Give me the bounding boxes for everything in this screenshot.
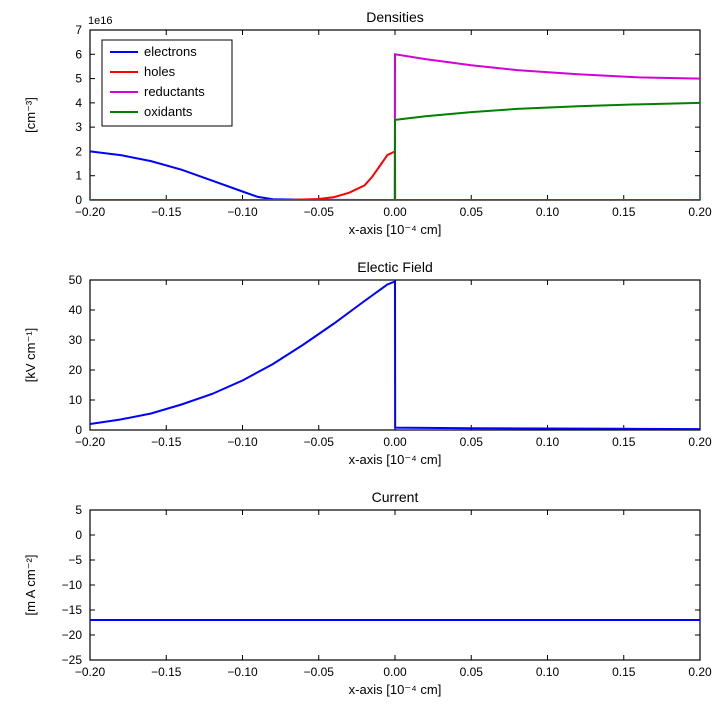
xtick-label: 0.10 (536, 435, 560, 449)
plot-border (90, 510, 700, 660)
xtick-label: 0.15 (612, 665, 636, 679)
ytick-label: 30 (69, 333, 83, 347)
panel-0: −0.20 −0.15 −0.10 −0.05 0.00 0.05 0.10 0.15 0.20… (23, 9, 712, 237)
ytick-label: 0 (75, 528, 82, 542)
xtick-label: −0.20 (75, 435, 106, 449)
legend-label: electrons (144, 44, 197, 59)
xlabel: x-axis [10⁻⁴ cm] (349, 682, 442, 697)
xtick-label: −0.10 (227, 435, 258, 449)
xtick-label: −0.10 (227, 205, 258, 219)
ytick-label: 50 (69, 273, 83, 287)
legend-label: reductants (144, 84, 205, 99)
xtick-label: −0.10 (227, 665, 258, 679)
ytick-label: 4 (75, 96, 82, 110)
xtick-label: 0.10 (536, 665, 560, 679)
ytick-label: −25 (62, 653, 83, 667)
legend-label: holes (144, 64, 176, 79)
xtick-label: 0.20 (688, 435, 712, 449)
xtick-label: −0.15 (151, 665, 182, 679)
xlabel: x-axis [10⁻⁴ cm] (349, 452, 442, 467)
ylabel: [m A cm⁻²] (23, 554, 38, 615)
ytick-label: 0 (75, 193, 82, 207)
ytick-label: 20 (69, 363, 83, 377)
xtick-label: 0.05 (460, 435, 484, 449)
ytick-label: 1 (75, 169, 82, 183)
xtick-label: 0.00 (383, 435, 407, 449)
ytick-label: −20 (62, 628, 83, 642)
panel-1: −0.20 −0.15 −0.10 −0.05 0.00 0.05 0.10 0.15 0.20… (23, 259, 712, 467)
ytick-label: 7 (75, 23, 82, 37)
panel-2: −0.20 −0.15 −0.10 −0.05 0.00 0.05 0.10 0.15 0.20… (23, 489, 712, 697)
panel-title: Current (372, 489, 419, 505)
ytick-label: 3 (75, 120, 82, 134)
xtick-label: −0.20 (75, 665, 106, 679)
xtick-label: 0.20 (688, 665, 712, 679)
ytick-label: 40 (69, 303, 83, 317)
xtick-label: 0.15 (612, 435, 636, 449)
xtick-label: 0.10 (536, 205, 560, 219)
xtick-label: −0.05 (304, 435, 335, 449)
ytick-label: 5 (75, 72, 82, 86)
ytick-label: −5 (68, 553, 82, 567)
xtick-label: −0.15 (151, 205, 182, 219)
ytick-label: 10 (69, 393, 83, 407)
xtick-label: 0.00 (383, 665, 407, 679)
xtick-label: 0.20 (688, 205, 712, 219)
xtick-label: 0.00 (383, 205, 407, 219)
ytick-label: 6 (75, 47, 82, 61)
xtick-label: −0.15 (151, 435, 182, 449)
xtick-label: −0.05 (304, 205, 335, 219)
ytick-label: 0 (75, 423, 82, 437)
xtick-label: 0.05 (460, 205, 484, 219)
y-exponent: 1e16 (88, 15, 112, 27)
xtick-label: −0.20 (75, 205, 106, 219)
series-0 (90, 282, 700, 430)
ytick-label: 5 (75, 503, 82, 517)
ylabel: [cm⁻³] (23, 97, 38, 133)
ytick-label: −10 (62, 578, 83, 592)
xtick-label: 0.05 (460, 665, 484, 679)
ylabel: [kV cm⁻¹] (23, 328, 38, 383)
panel-title: Electic Field (357, 259, 432, 275)
xtick-label: 0.15 (612, 205, 636, 219)
legend-label: oxidants (144, 104, 193, 119)
ytick-label: −15 (62, 603, 83, 617)
figure: −0.20 −0.15 −0.10 −0.05 0.00 0.05 0.10 0.15 0.20… (0, 0, 720, 720)
ytick-label: 2 (75, 144, 82, 158)
xlabel: x-axis [10⁻⁴ cm] (349, 222, 442, 237)
panel-title: Densities (366, 9, 424, 25)
xtick-label: −0.05 (304, 665, 335, 679)
